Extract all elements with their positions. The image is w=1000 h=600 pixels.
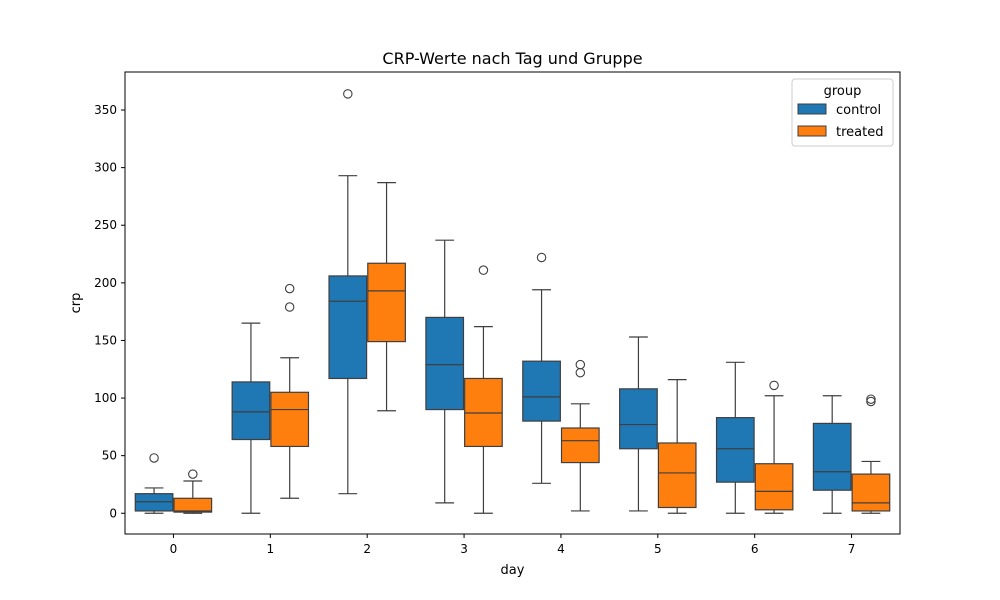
x-tick-label: 4 <box>557 542 565 556</box>
box-control-day-4 <box>522 252 561 484</box>
y-axis-label: crp <box>69 293 84 314</box>
plot-frame <box>124 71 901 535</box>
x-tick-label: 1 <box>266 542 274 556</box>
box-body <box>560 427 600 464</box>
y-tick-label: 150 <box>94 333 117 347</box>
box-body <box>754 463 794 511</box>
box-treated-day-3 <box>464 265 503 514</box>
box-control-day-5 <box>619 336 658 512</box>
box-body <box>425 316 465 411</box>
box-body <box>367 262 406 343</box>
outlier-point <box>284 283 295 294</box>
y-tick-label: 0 <box>109 506 117 520</box>
legend-swatch-treated <box>797 125 827 137</box>
chart-title: CRP-Werte nach Tag und Gruppe <box>382 49 642 68</box>
box-treated-day-6 <box>754 380 794 514</box>
outlier-point <box>866 396 876 407</box>
box-control-day-0 <box>134 453 174 514</box>
outlier-point <box>343 89 353 99</box>
box-control-day-2 <box>328 89 368 495</box>
y-tick-label: 250 <box>94 218 117 232</box>
box-control-day-1 <box>231 322 271 514</box>
x-axis-label: day <box>501 563 525 578</box>
x-tick-label: 2 <box>363 542 371 556</box>
box-treated-day-1 <box>270 283 310 499</box>
x-tick-label: 0 <box>170 542 178 556</box>
y-tick-label: 200 <box>94 276 117 290</box>
y-tick-label: 350 <box>94 103 117 117</box>
outlier-point <box>536 252 547 263</box>
legend-label-treated: treated <box>836 125 883 140</box>
box-treated-day-4 <box>560 359 600 512</box>
box-body <box>812 422 852 491</box>
box-body <box>851 473 891 512</box>
legend-swatch-control <box>797 103 827 115</box>
plot-area: 0 50 100 150 200 250 300 350 0 1 2 3 4 5 6 7 <box>94 89 891 556</box>
outlier-point <box>188 469 198 479</box>
outlier-point <box>284 302 295 312</box>
outlier-point <box>149 453 159 463</box>
legend-title: group <box>824 84 862 99</box>
y-tick-label: 50 <box>102 449 117 463</box>
legend-label-control: control <box>836 103 881 118</box>
outlier-point <box>575 367 586 378</box>
x-tick-label: 7 <box>848 542 856 556</box>
x-tick-label: 5 <box>654 542 662 556</box>
x-tick-label: 6 <box>751 542 759 556</box>
outlier-point <box>866 394 876 404</box>
box-control-day-6 <box>715 361 755 514</box>
box-body <box>328 275 368 380</box>
box-body <box>715 417 755 483</box>
box-body <box>270 391 310 448</box>
box-treated-day-5 <box>657 379 697 514</box>
box-body <box>173 497 213 513</box>
box-body <box>231 381 271 441</box>
box-body <box>619 388 658 450</box>
box-body <box>522 360 561 422</box>
outlier-point <box>575 359 586 370</box>
y-tick-label: 100 <box>94 391 117 405</box>
box-control-day-3 <box>425 239 465 504</box>
outlier-point <box>769 380 779 391</box>
y-tick-label: 300 <box>94 161 117 175</box>
box-treated-day-0 <box>173 469 213 514</box>
box-treated-day-7 <box>851 394 891 514</box>
outlier-point <box>478 265 489 275</box>
x-tick-label: 3 <box>460 542 468 556</box>
box-control-day-7 <box>812 395 852 514</box>
box-body <box>657 442 697 509</box>
legend: group control treated <box>791 78 894 147</box>
box-treated-day-2 <box>367 182 406 412</box>
